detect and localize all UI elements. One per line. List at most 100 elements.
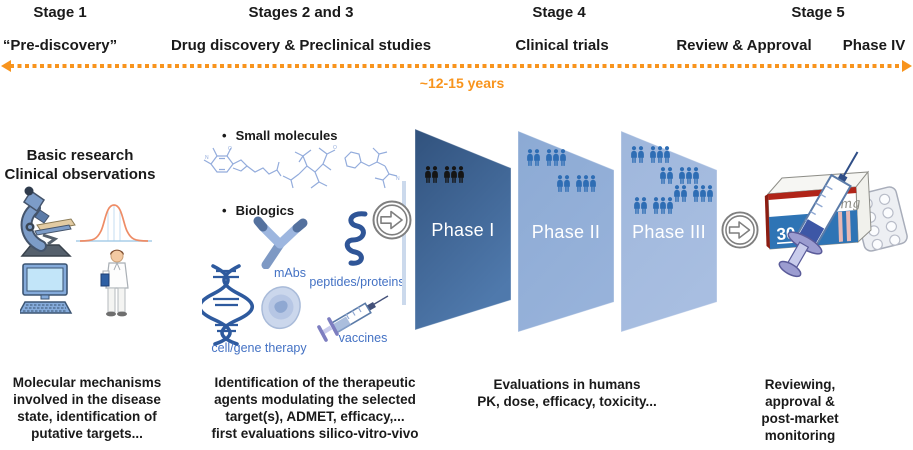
person-icon	[590, 175, 596, 192]
scientist-icon	[100, 249, 129, 317]
funnel-edge-decoration	[402, 181, 406, 305]
phase3-trapezoid	[621, 131, 717, 332]
stage5-title: Stage 5	[791, 4, 845, 21]
cell-icon	[261, 286, 301, 330]
stage-arrow-icon	[372, 200, 412, 240]
person-icon	[686, 167, 692, 184]
person-icon	[679, 167, 685, 184]
person-icon	[425, 166, 431, 183]
phase-iv-label: Phase IV	[842, 37, 906, 54]
peptides-proteins-label: peptides/proteins	[309, 275, 405, 289]
person-icon	[641, 197, 647, 214]
person-icon	[667, 197, 673, 214]
person-icon	[657, 146, 663, 163]
approved-drug-product-icon: 30 8mg	[764, 151, 908, 278]
participants-group-icon	[633, 197, 647, 214]
person-icon	[667, 167, 673, 184]
person-icon	[650, 146, 656, 163]
person-icon	[660, 197, 666, 214]
small-molecule-structures-icon: N O O N	[203, 145, 400, 189]
person-icon	[444, 166, 450, 183]
person-icon	[527, 149, 533, 166]
microscope-icon	[20, 186, 76, 257]
discovery-footer: Molecular mechanisms involved in the dis…	[12, 375, 162, 441]
svg-text:N: N	[396, 176, 400, 182]
participants-group-icon	[649, 146, 670, 163]
syringe-icon	[778, 151, 859, 278]
person-icon	[458, 166, 464, 183]
phase2-trapezoid	[518, 131, 614, 332]
dna-helix-icon	[202, 264, 255, 346]
person-icon	[700, 185, 706, 202]
person-icon	[638, 146, 644, 163]
approval-footer: Reviewing, approval & post-market monito…	[761, 377, 839, 443]
participants-group-icon	[678, 167, 699, 184]
phase3-label: Phase III	[632, 222, 706, 242]
svg-text:N: N	[205, 155, 209, 161]
participants-group-icon	[575, 175, 596, 192]
person-icon	[693, 167, 699, 184]
svg-text:O: O	[228, 146, 232, 152]
bell-curve-icon	[76, 204, 152, 242]
participants-group-icon	[545, 149, 566, 166]
mabs-label: mAbs	[274, 266, 306, 280]
stage-arrow-icon	[721, 211, 759, 249]
person-icon	[451, 166, 457, 183]
person-icon	[546, 149, 552, 166]
participants-group-icon	[630, 146, 644, 163]
phase1-panel: Phase I	[415, 129, 511, 330]
stage23-subtitle: Drug discovery & Preclinical studies	[170, 37, 432, 54]
preclinical-footer: Identification of the therapeutic agents…	[211, 375, 419, 441]
stage5-subtitle: Review & Approval	[676, 37, 812, 54]
person-icon	[534, 149, 540, 166]
stage4-subtitle: Clinical trials	[515, 37, 609, 54]
vaccine-syringe-icon	[317, 295, 389, 342]
participants-group-icon	[556, 175, 570, 192]
participants-group-icon	[424, 166, 438, 183]
person-icon	[564, 175, 570, 192]
person-icon	[664, 146, 670, 163]
bullet-biologics: Biologics	[222, 203, 295, 218]
participants-group-icon	[526, 149, 540, 166]
phase2-label: Phase II	[531, 222, 601, 242]
person-icon	[560, 149, 566, 166]
person-icon	[631, 146, 637, 163]
timeline-duration-label: ~12-15 years	[419, 75, 505, 91]
participants-group-icon	[652, 197, 673, 214]
peptide-helix-icon	[344, 211, 368, 266]
phase2-panel: Phase II	[518, 131, 614, 332]
person-icon	[674, 185, 680, 202]
antibody-mabs-icon	[253, 216, 308, 269]
person-icon	[653, 197, 659, 214]
person-icon	[707, 185, 713, 202]
timeline-dotted-line	[10, 64, 903, 68]
person-icon	[583, 175, 589, 192]
vaccines-label: vaccines	[338, 331, 388, 345]
bullet-small-molecules: Small molecules	[222, 128, 338, 143]
participants-group-icon	[659, 167, 673, 184]
person-icon	[681, 185, 687, 202]
phase1-label: Phase I	[431, 220, 495, 240]
participants-group-icon	[692, 185, 713, 202]
person-icon	[432, 166, 438, 183]
svg-text:O: O	[333, 145, 337, 151]
stage4-title: Stage 4	[532, 4, 586, 21]
person-icon	[557, 175, 563, 192]
person-icon	[634, 197, 640, 214]
discovery-caption: Basic research Clinical observations	[4, 147, 156, 183]
phase1-trapezoid	[415, 129, 511, 330]
person-icon	[576, 175, 582, 192]
participants-group-icon	[443, 166, 464, 183]
person-icon	[693, 185, 699, 202]
person-icon	[553, 149, 559, 166]
cell-gene-therapy-label: cell/gene therapy	[211, 341, 307, 355]
stage1-subtitle: “Pre-discovery”	[2, 37, 118, 54]
timeline-right-arrowhead-icon	[902, 60, 912, 72]
timeline-left-arrowhead-icon	[1, 60, 11, 72]
stage23-title: Stages 2 and 3	[248, 4, 354, 21]
computer-icon	[20, 263, 73, 314]
stage1-title: Stage 1	[33, 4, 87, 21]
phase3-panel: Phase III	[621, 131, 717, 332]
person-icon	[660, 167, 666, 184]
